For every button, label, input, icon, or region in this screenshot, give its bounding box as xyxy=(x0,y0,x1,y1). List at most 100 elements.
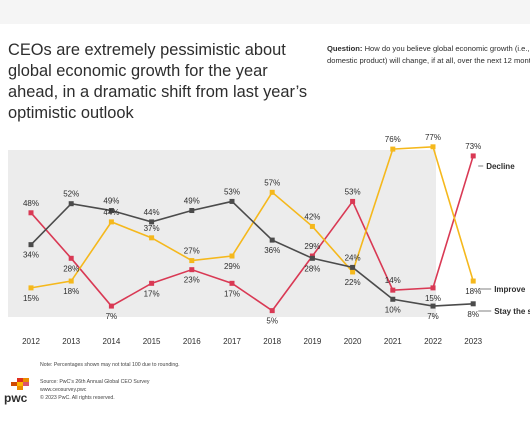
stay-the-same-marker-2020 xyxy=(350,264,356,270)
improve-marker-2020 xyxy=(350,269,356,275)
stay-the-same-marker-2012 xyxy=(28,242,34,248)
x-tick-2018: 2018 xyxy=(263,337,281,346)
improve-marker-2012 xyxy=(28,285,34,291)
decline-marker-2017 xyxy=(229,280,235,286)
copyright: © 2023 PwC. All rights reserved. xyxy=(40,395,115,401)
stay-the-same-value-2013: 52% xyxy=(63,190,79,199)
improve-marker-2019 xyxy=(309,223,315,229)
improve-marker-2022 xyxy=(430,144,436,150)
improve-value-2020: 22% xyxy=(345,278,361,287)
stay-the-same-marker-2018 xyxy=(269,237,275,243)
stay-the-same-value-2018: 36% xyxy=(264,246,280,255)
improve-series-label: Improve xyxy=(494,285,526,294)
stay-the-same-value-2016: 49% xyxy=(184,197,200,206)
decline-series-label: Decline xyxy=(486,162,515,171)
improve-marker-2021 xyxy=(390,146,396,152)
improve-value-2013: 18% xyxy=(63,287,79,296)
improve-value-2017: 29% xyxy=(224,262,240,271)
stay-the-same-value-2014: 49% xyxy=(103,197,119,206)
stay-the-same-marker-2014 xyxy=(108,208,114,214)
decline-marker-2016 xyxy=(189,267,195,273)
stay-the-same-line xyxy=(30,200,474,307)
stay-the-same-value-2022: 7% xyxy=(427,312,439,321)
stay-the-same-marker-2021 xyxy=(390,296,396,302)
page-title: CEOs are extremely pessimistic about glo… xyxy=(8,41,308,122)
decline-line xyxy=(30,155,474,312)
stay-the-same-value-2019: 28% xyxy=(304,264,320,273)
improve-value-2012: 15% xyxy=(23,294,39,303)
data-labels: 48% 28% 7% 17% 23% 17% 5% 29% 53% 14% 15% 73% 15% 18%… xyxy=(23,133,481,326)
stay-the-same-value-2021: 10% xyxy=(385,305,401,314)
decline-marker-2022 xyxy=(430,285,436,291)
stay-the-same-marker-2022 xyxy=(430,303,436,309)
decline-value-2022: 15% xyxy=(425,294,441,303)
decline-value-2014: 7% xyxy=(106,312,118,321)
series-lines xyxy=(30,145,474,312)
decline-marker-2023 xyxy=(470,153,476,159)
decline-value-2013: 28% xyxy=(63,264,79,273)
logo-wordmark: pwc xyxy=(4,391,28,405)
x-tick-2016: 2016 xyxy=(183,337,201,346)
decline-value-2019: 29% xyxy=(304,242,320,251)
improve-value-2014: 44% xyxy=(103,208,119,217)
decline-marker-2014 xyxy=(108,303,114,309)
decline-marker-2012 xyxy=(28,210,34,216)
footnote: Note: Percentages shown may not total 10… xyxy=(40,362,180,368)
improve-marker-2014 xyxy=(108,219,114,225)
improve-marker-2017 xyxy=(229,253,235,259)
decline-value-2016: 23% xyxy=(184,276,200,285)
x-tick-2014: 2014 xyxy=(103,337,121,346)
decline-value-2018: 5% xyxy=(266,317,278,326)
stay-the-same-marker-2023 xyxy=(470,301,476,307)
improve-value-2023: 18% xyxy=(465,287,481,296)
stay-the-same-value-2012: 34% xyxy=(23,251,39,260)
stay-the-same-marker-2016 xyxy=(189,208,195,214)
decline-value-2015: 17% xyxy=(144,289,160,298)
question-label: Question: xyxy=(327,44,363,53)
improve-marker-2015 xyxy=(149,235,155,241)
x-tick-2023: 2023 xyxy=(464,337,482,346)
stay-the-same-marker-2019 xyxy=(309,255,315,261)
x-tick-2013: 2013 xyxy=(62,337,80,346)
stay-the-same-series-label: Stay the same xyxy=(494,307,530,316)
survey-question: Question: How do you believe global econ… xyxy=(327,43,530,67)
x-tick-2017: 2017 xyxy=(223,337,241,346)
series-markers xyxy=(28,144,476,314)
improve-value-2016: 27% xyxy=(184,247,200,256)
survey-url: www.ceosurvey.pwc xyxy=(40,387,87,393)
decline-marker-2015 xyxy=(149,280,155,286)
series-labels: Decline Improve Stay the same xyxy=(478,162,530,316)
decline-value-2012: 48% xyxy=(23,199,39,208)
decline-value-2023: 73% xyxy=(465,142,481,151)
decline-value-2020: 53% xyxy=(345,187,361,196)
improve-marker-2018 xyxy=(269,189,275,195)
decline-marker-2021 xyxy=(390,287,396,293)
decline-value-2017: 17% xyxy=(224,289,240,298)
improve-value-2019: 42% xyxy=(304,212,320,221)
improve-marker-2023 xyxy=(470,278,476,284)
x-axis-ticks: 2012 2013 2014 2015 2016 2017 2018 2019 2020 2021… xyxy=(22,337,483,346)
x-tick-2015: 2015 xyxy=(143,337,161,346)
source-line: Source: PwC’s 26th Annual Global CEO Sur… xyxy=(40,379,150,385)
x-tick-2012: 2012 xyxy=(22,337,40,346)
pwc-logo: pwc xyxy=(4,378,29,405)
stay-the-same-marker-2017 xyxy=(229,198,235,204)
improve-marker-2013 xyxy=(68,278,74,284)
decline-marker-2018 xyxy=(269,308,275,314)
stay-the-same-marker-2015 xyxy=(149,219,155,225)
x-tick-2022: 2022 xyxy=(424,337,442,346)
stay-the-same-value-2017: 53% xyxy=(224,187,240,196)
improve-value-2021: 76% xyxy=(385,135,401,144)
improve-value-2015: 37% xyxy=(144,224,160,233)
x-tick-2021: 2021 xyxy=(384,337,402,346)
question-text: How do you believe global economic growt… xyxy=(327,44,530,65)
decline-marker-2020 xyxy=(350,198,356,204)
stay-the-same-value-2023: 8% xyxy=(467,310,479,319)
stay-the-same-value-2015: 44% xyxy=(144,208,160,217)
improve-value-2022: 77% xyxy=(425,133,441,142)
top-strip xyxy=(0,0,530,24)
decline-value-2021: 14% xyxy=(385,276,401,285)
stay-the-same-marker-2013 xyxy=(68,201,74,207)
x-tick-2019: 2019 xyxy=(304,337,322,346)
